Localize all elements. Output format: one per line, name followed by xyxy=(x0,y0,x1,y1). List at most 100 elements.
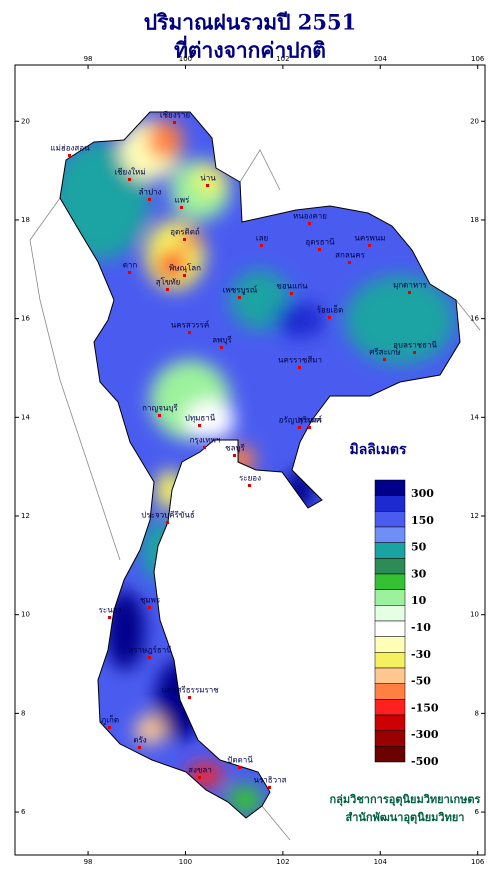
place-label: แพร่ xyxy=(175,196,190,205)
title-line: ที่ต่างจากค่าปกติ xyxy=(174,35,326,63)
station-dot xyxy=(413,351,416,354)
place-label: ระยอง xyxy=(239,474,261,483)
station-dot xyxy=(188,696,191,699)
lat-tick-label: 20 xyxy=(470,117,479,125)
legend-level: -500 xyxy=(411,755,439,768)
place-label: ลพบุรี xyxy=(212,336,232,345)
place-label: สกลนคร xyxy=(335,251,365,260)
station-dot xyxy=(318,248,321,251)
lon-tick-label: 98 xyxy=(84,55,93,63)
lon-tick-label: 102 xyxy=(276,55,289,63)
station-dot xyxy=(308,222,311,225)
place-label: น่าน xyxy=(200,174,216,183)
lon-tick-label: 102 xyxy=(276,858,289,866)
credit: สำนักพัฒนาอุตุนิยมวิทยา xyxy=(346,811,465,825)
legend-level: -30 xyxy=(411,648,431,661)
legend-swatch xyxy=(374,636,406,653)
lat-tick-label: 10 xyxy=(21,611,30,619)
station-dot xyxy=(206,184,209,187)
lon-tick-label: 100 xyxy=(179,858,192,866)
legend-swatch xyxy=(374,573,406,590)
legend-swatch xyxy=(374,620,406,637)
legend-level: 50 xyxy=(411,541,427,554)
place-label: อุตรดิตถ์ xyxy=(170,227,200,237)
station-dot xyxy=(173,121,176,124)
place-label: ปทุมธานี xyxy=(185,414,216,423)
place-label: ชลบุรี xyxy=(225,444,245,453)
lat-tick-label: 8 xyxy=(475,709,479,717)
place-label: อุบลราชธานี xyxy=(393,341,437,350)
lon-tick-label: 106 xyxy=(471,55,485,63)
place-label: ปัตตานี xyxy=(227,756,253,765)
place-label: ชุมพร xyxy=(140,596,161,605)
place-label: นครศรีธรรมราช xyxy=(161,686,219,695)
station-dot xyxy=(260,244,263,247)
lat-tick-label: 12 xyxy=(470,512,479,520)
place-label: นราธิวาส xyxy=(253,776,286,785)
legend-title: มิลลิเมตร xyxy=(349,442,406,458)
lat-tick-label: 12 xyxy=(21,512,30,520)
legend-level: -150 xyxy=(411,701,439,714)
lon-tick-label: 104 xyxy=(374,55,388,63)
legend-swatch xyxy=(374,558,406,575)
legend-swatch xyxy=(374,526,406,543)
place-label: หนองคาย xyxy=(293,212,327,221)
station-dot xyxy=(308,426,311,429)
lat-tick-label: 16 xyxy=(21,315,30,323)
place-label: ประจวบคีรีขันธ์ xyxy=(141,510,195,520)
place-label: อุดรธานี xyxy=(305,238,335,247)
place-label: นครราชสีมา xyxy=(278,356,322,365)
legend-swatch xyxy=(374,589,406,606)
place-label: นครพนม xyxy=(354,234,385,243)
station-dot xyxy=(238,766,241,769)
credit: กลุ่มวิชาการอุตุนิยมวิทยาเกษตร xyxy=(330,793,481,807)
station-dot xyxy=(188,331,191,334)
station-dot xyxy=(233,454,236,457)
legend-level: -300 xyxy=(411,728,439,741)
station-dot xyxy=(348,261,351,264)
station-dot xyxy=(220,346,223,349)
station-dot xyxy=(166,288,169,291)
place-label: ตาก xyxy=(123,261,138,270)
place-label: มุกดาหาร xyxy=(393,281,428,290)
place-label: เชียงใหม่ xyxy=(114,168,145,177)
place-label: ระนอง xyxy=(99,606,122,615)
station-dot xyxy=(238,296,241,299)
place-label: ศรีสะเกษ xyxy=(369,348,400,357)
station-dot xyxy=(298,426,301,429)
station-dot xyxy=(108,616,111,619)
legend-swatch xyxy=(374,714,406,731)
legend-swatch xyxy=(374,479,406,496)
station-dot xyxy=(128,178,131,181)
legend-level: -10 xyxy=(411,621,431,634)
legend-swatch xyxy=(374,542,406,559)
place-label: ขอนแก่น xyxy=(276,282,308,291)
place-label: ภูเก็ต xyxy=(101,715,119,726)
station-dot xyxy=(183,274,186,277)
station-dot xyxy=(128,271,131,274)
station-dot xyxy=(298,366,301,369)
station-dot xyxy=(248,484,251,487)
title-line: ปริมาณฝนรวมปี 2551 xyxy=(144,10,356,35)
station-dot xyxy=(148,656,151,659)
place-label: สงขลา xyxy=(188,766,212,775)
place-label: แม่ฮ่องสอน xyxy=(50,144,90,153)
lat-tick-label: 14 xyxy=(470,413,479,421)
station-dot xyxy=(383,358,386,361)
station-dot xyxy=(148,198,151,201)
neighbor-borders xyxy=(29,149,481,841)
station-dot xyxy=(68,154,71,157)
station-dot xyxy=(268,786,271,789)
place-label: ตรัง xyxy=(133,736,146,745)
station-dot xyxy=(183,238,186,241)
legend-level: 300 xyxy=(411,487,434,500)
station-dot xyxy=(203,446,206,449)
legend-swatch xyxy=(374,699,406,716)
legend-level: -50 xyxy=(411,675,431,688)
place-label: เลย xyxy=(256,234,268,243)
lat-tick-label: 16 xyxy=(470,315,479,323)
lon-tick-label: 100 xyxy=(179,55,192,63)
lat-tick-label: 10 xyxy=(470,611,479,619)
legend-swatch xyxy=(374,495,406,512)
